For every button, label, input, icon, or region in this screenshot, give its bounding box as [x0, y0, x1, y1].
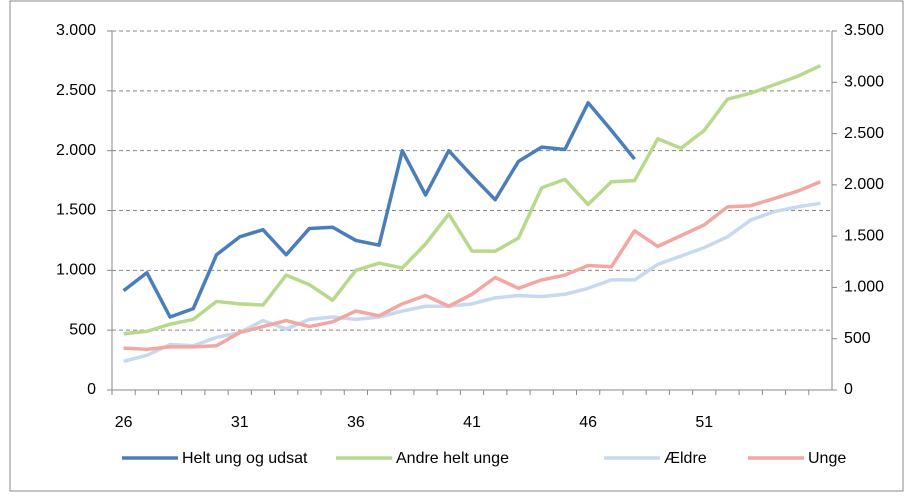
- x-tick-label: 36: [347, 414, 365, 431]
- y2-tick-label: 0: [844, 381, 853, 398]
- x-tick-label: 31: [231, 414, 249, 431]
- series-line: [123, 64, 822, 336]
- y-tick-label: 1.500: [56, 202, 96, 219]
- y-tick-label: 3.000: [56, 22, 96, 39]
- y2-tick-label: 2.000: [844, 176, 884, 193]
- legend-label: Helt ung og udsat: [182, 450, 308, 467]
- x-tick-label: 26: [115, 414, 133, 431]
- x-tick-label: 46: [579, 414, 597, 431]
- chart-border: [9, 0, 904, 492]
- y-tick-label: 2.500: [56, 82, 96, 99]
- legend-label: Andre helt unge: [396, 450, 509, 467]
- y2-tick-label: 1.000: [844, 279, 884, 296]
- y2-tick-label: 2.500: [844, 125, 884, 142]
- x-tick-label: 51: [695, 414, 713, 431]
- y2-tick-label: 3.000: [844, 74, 884, 91]
- series-line: [122, 101, 636, 319]
- series-line: [123, 180, 822, 352]
- y-tick-label: 2.000: [56, 142, 96, 159]
- y-tick-label: 1.000: [56, 262, 96, 279]
- y-tick-label: 0: [87, 381, 96, 398]
- y2-tick-label: 1.500: [844, 227, 884, 244]
- y2-tick-label: 500: [844, 330, 871, 347]
- y-tick-label: 500: [69, 321, 96, 338]
- legend-label: Ældre: [664, 450, 707, 467]
- legend-label: Unge: [808, 450, 846, 467]
- x-tick-label: 41: [463, 414, 481, 431]
- y2-tick-label: 3.500: [844, 22, 884, 39]
